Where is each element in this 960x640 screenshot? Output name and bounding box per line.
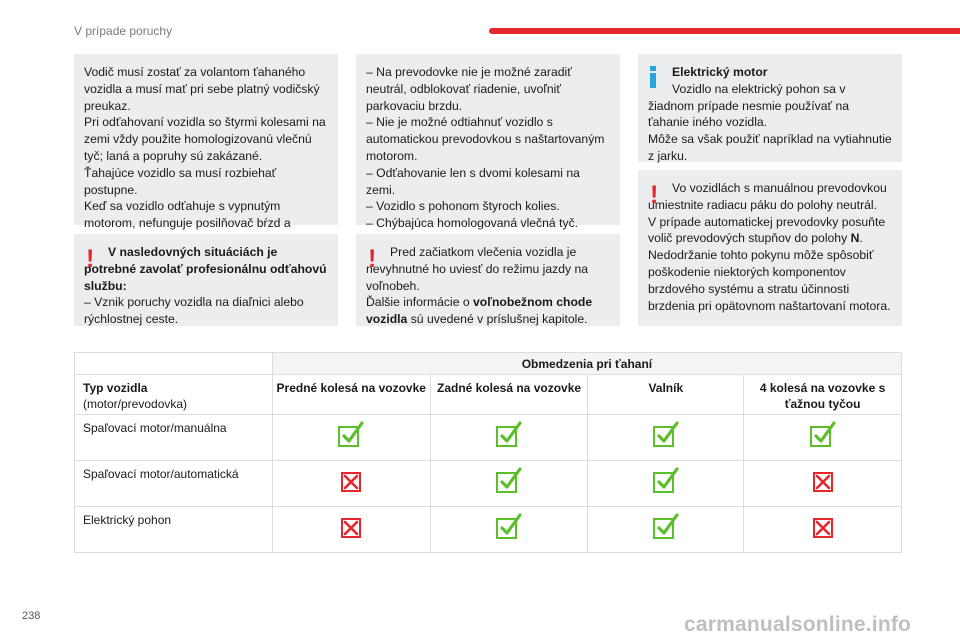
situation-line-3: – Odťahovanie len s dvomi kolesami na ze… [366,165,580,197]
driver-line-2: Pri odťahovaní vozidla so štyrmi kolesam… [84,115,326,163]
check-icon [495,467,523,495]
status-cell [587,460,745,507]
electric-text-2: Môže sa však použiť napríklad na vytiahn… [648,132,892,163]
table-row: Spaľovací motor/automatická [74,460,902,507]
status-cell [743,460,902,507]
damage-text: Nedodržanie tohto pokynu môže spôsobiť p… [648,248,891,313]
check-icon [337,421,365,449]
info-icon [650,66,656,88]
status-cell [587,414,745,461]
table-row: Spaľovací motor/manuálna [74,414,902,461]
professional-item: – Vznik poruchy vozidla na diaľnici aleb… [84,295,304,327]
cross-icon [809,513,837,541]
status-cell [429,506,589,553]
status-cell [587,506,745,553]
automatic-text: V prípade automatickej prevodovky posuňt… [648,214,886,246]
row-label: Elektrický pohon [74,506,273,553]
watermark: carmanualsonline.info [684,613,912,636]
towing-limits-table: Obmedzenia pri ťahaní Typ vozidla (motor… [74,352,903,553]
status-cell [743,506,902,553]
neutral-reference: Ďalšie informácie o voľnobežnom chode vo… [366,295,593,327]
status-cell [271,506,431,553]
electric-motor-info-box: Elektrický motor Vozidlo na elektrický p… [638,54,902,163]
header-accent-bar [489,28,960,34]
check-icon [809,421,837,449]
situation-line-4: – Vozidlo s pohonom štyroch kolies. [366,199,560,214]
neutral-mode-warning-box: ! Pred začiatkom vlečenia vozidla je nev… [356,234,620,326]
status-cell [743,414,902,461]
page-number: 238 [22,610,41,622]
driver-line-1: Vodič musí zostať za volantom ťahaného v… [84,65,320,113]
column-header-tow-bar: 4 kolesá na vozovke s ťažnou tyčou [743,374,902,415]
professional-title: V nasledovných situáciách je potrebné za… [84,245,327,293]
warning-icon: ! [368,245,377,273]
cross-icon [809,467,837,495]
check-icon [495,421,523,449]
table-title: Obmedzenia pri ťahaní [271,352,903,375]
cross-icon [337,513,365,541]
electric-text-1: Vozidlo na elektrický pohon sa v žiadnom… [648,81,850,130]
gear-position-warning-box: ! Vo vozidlách s manuálnou prevodovkou u… [638,170,902,326]
column-header-rear-wheels: Zadné kolesá na vozovke [429,374,589,415]
table-row: Elektrický pohon [74,506,902,553]
driver-line-3: Ťahajúce vozidlo sa musí rozbiehať postu… [84,165,277,197]
neutral-text: Pred začiatkom vlečenia vozidla je nevyh… [366,245,589,293]
column-header-front-wheels: Predné kolesá na vozovke [271,374,431,415]
row-label: Spaľovací motor/manuálna [74,414,273,461]
electric-title: Elektrický motor [672,65,768,79]
cross-icon [337,467,365,495]
column-header-flatbed: Valník [587,374,745,415]
situations-box: – Na prevodovke nie je možné zaradiť neu… [356,54,620,230]
status-cell [429,460,589,507]
situation-line-1: – Na prevodovke nie je možné zaradiť neu… [366,65,572,113]
status-cell [271,414,431,461]
check-icon [652,467,680,495]
driver-requirements-box: Vodič musí zostať za volantom ťahaného v… [74,54,338,247]
section-title: V prípade poruchy [74,24,173,38]
status-cell [429,414,589,461]
status-cell [271,460,431,507]
check-icon [495,513,523,541]
situation-line-5: – Chýbajúca homologovaná vlečná tyč. [366,216,579,231]
manual-text: Vo vozidlách s manuálnou prevodovkou umi… [648,181,887,212]
vehicle-type-header: Typ vozidla (motor/prevodovka) [74,374,273,415]
professional-tow-warning-box: ! V nasledovných situáciách je potrebné … [74,234,338,326]
table-corner-cell [74,352,273,375]
row-label: Spaľovací motor/automatická [74,460,273,507]
situation-line-2: – Nie je možné odtiahnuť vozidlo s autom… [366,115,605,163]
check-icon [652,513,680,541]
warning-icon: ! [86,245,95,273]
check-icon [652,421,680,449]
warning-icon: ! [650,181,659,209]
